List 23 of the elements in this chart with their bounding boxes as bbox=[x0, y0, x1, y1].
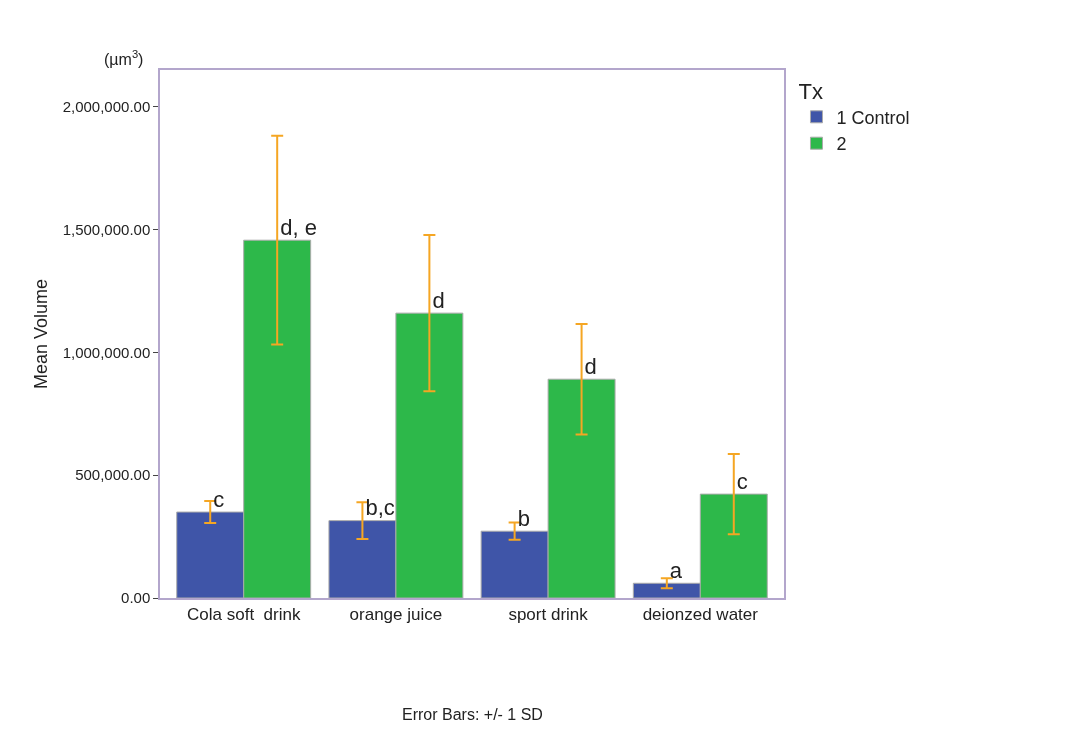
data-label: d bbox=[584, 353, 597, 379]
data-label: c bbox=[213, 486, 225, 512]
y-tick-label: 1,000,000.00 bbox=[62, 343, 151, 361]
data-label: c bbox=[736, 468, 748, 494]
legend-label: 2 bbox=[836, 134, 847, 155]
y-tick-label: 1,500,000.00 bbox=[62, 220, 151, 238]
y-tick-label: 2,000,000.00 bbox=[62, 98, 151, 116]
data-label: d, e bbox=[280, 214, 317, 240]
text: (µm$^{3}$) bbox=[104, 48, 144, 68]
y-axis-title: Mean Volume bbox=[31, 278, 52, 390]
x-tick-label: sport drink bbox=[508, 605, 589, 625]
data-label: a bbox=[669, 557, 683, 583]
data-label: d bbox=[432, 287, 445, 313]
data-label: b bbox=[517, 505, 530, 531]
legend-label: 1 Control bbox=[836, 107, 910, 128]
y-tick-label: 0.00 bbox=[121, 589, 151, 607]
data-label: b,c bbox=[365, 495, 395, 521]
x-tick-label: Cola soft drink bbox=[187, 605, 301, 625]
y-tick-label: 500,000.00 bbox=[75, 466, 151, 484]
text: Error Bars: +/- 1 SD bbox=[402, 706, 543, 723]
legend-title: Tx bbox=[798, 78, 823, 104]
x-tick-label: orange juice bbox=[349, 605, 443, 625]
x-tick-label: deionzed water bbox=[642, 605, 759, 625]
